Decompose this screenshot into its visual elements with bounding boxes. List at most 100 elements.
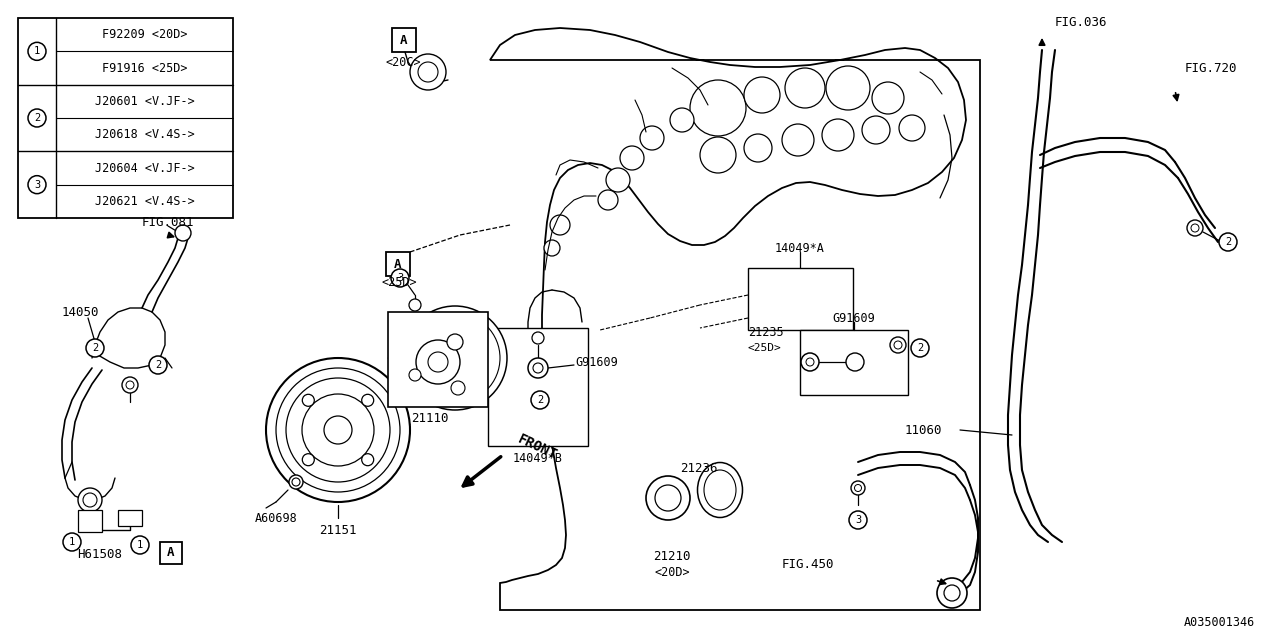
Circle shape	[605, 168, 630, 192]
Text: G91609: G91609	[575, 355, 618, 369]
Text: A: A	[401, 33, 408, 47]
Bar	[78, 510, 102, 532]
Circle shape	[640, 126, 664, 150]
Text: 14049*A: 14049*A	[776, 241, 824, 255]
Circle shape	[899, 115, 925, 141]
Circle shape	[646, 476, 690, 520]
Polygon shape	[490, 28, 980, 610]
Circle shape	[125, 381, 134, 389]
Text: F92209 <20D>: F92209 <20D>	[102, 28, 188, 41]
Circle shape	[28, 175, 46, 194]
Bar	[392, 28, 416, 52]
Bar	[118, 510, 142, 526]
Text: <25D>: <25D>	[748, 343, 782, 353]
Circle shape	[782, 124, 814, 156]
Circle shape	[276, 368, 399, 492]
Circle shape	[872, 82, 904, 114]
Text: 3: 3	[855, 515, 861, 525]
Circle shape	[390, 269, 410, 287]
Text: 3: 3	[33, 180, 40, 189]
Circle shape	[531, 391, 549, 409]
Circle shape	[690, 80, 746, 136]
Circle shape	[302, 394, 374, 466]
Text: J20621 <V.4S->: J20621 <V.4S->	[95, 195, 195, 208]
Circle shape	[744, 77, 780, 113]
Text: 2: 2	[155, 360, 161, 370]
Circle shape	[911, 339, 929, 357]
Circle shape	[851, 481, 865, 495]
Circle shape	[861, 116, 890, 144]
Circle shape	[801, 353, 819, 371]
Circle shape	[78, 488, 102, 512]
Circle shape	[893, 341, 902, 349]
Circle shape	[846, 353, 864, 371]
Circle shape	[700, 137, 736, 173]
Ellipse shape	[698, 463, 742, 518]
Circle shape	[655, 485, 681, 511]
Circle shape	[362, 454, 374, 466]
Circle shape	[63, 533, 81, 551]
Circle shape	[806, 358, 814, 366]
Text: <20C>: <20C>	[385, 56, 421, 68]
Text: 2: 2	[916, 343, 923, 353]
Circle shape	[122, 377, 138, 393]
Text: 14049*B: 14049*B	[513, 451, 563, 465]
Circle shape	[945, 585, 960, 601]
Circle shape	[529, 358, 548, 378]
Text: FIG.036: FIG.036	[1055, 15, 1107, 29]
Bar	[388, 312, 488, 407]
Circle shape	[544, 240, 561, 256]
Circle shape	[410, 54, 445, 90]
Circle shape	[1187, 220, 1203, 236]
Circle shape	[416, 340, 460, 384]
Bar	[18, 18, 233, 218]
Text: 1: 1	[137, 540, 143, 550]
Text: J20601 <V.JF->: J20601 <V.JF->	[95, 95, 195, 108]
Circle shape	[428, 352, 448, 372]
Circle shape	[822, 119, 854, 151]
Text: 21236: 21236	[680, 461, 718, 474]
Circle shape	[302, 454, 315, 466]
Text: A: A	[394, 257, 402, 271]
Text: 2: 2	[33, 113, 40, 123]
Circle shape	[289, 475, 303, 489]
Text: 11060: 11060	[905, 424, 942, 436]
Circle shape	[410, 369, 421, 381]
Text: 2: 2	[1225, 237, 1231, 247]
Circle shape	[532, 363, 543, 373]
Circle shape	[362, 394, 374, 406]
Text: <20D>: <20D>	[654, 566, 690, 579]
Circle shape	[598, 190, 618, 210]
Ellipse shape	[704, 470, 736, 510]
Text: FIG.450: FIG.450	[782, 559, 835, 572]
Circle shape	[324, 416, 352, 444]
Circle shape	[451, 381, 465, 395]
Circle shape	[410, 299, 421, 311]
Text: 2: 2	[92, 343, 99, 353]
Text: FIG.081: FIG.081	[142, 216, 195, 228]
Circle shape	[744, 134, 772, 162]
Circle shape	[403, 306, 507, 410]
Text: 1: 1	[69, 537, 76, 547]
Circle shape	[410, 313, 500, 403]
Text: 21210: 21210	[653, 550, 691, 563]
Text: G91609: G91609	[832, 312, 876, 324]
Text: J20604 <V.JF->: J20604 <V.JF->	[95, 161, 195, 175]
Text: F91916 <25D>: F91916 <25D>	[102, 61, 188, 74]
Circle shape	[890, 337, 906, 353]
Circle shape	[28, 42, 46, 60]
Circle shape	[302, 394, 315, 406]
Text: A60698: A60698	[255, 511, 297, 525]
Circle shape	[849, 511, 867, 529]
Circle shape	[175, 225, 191, 241]
Text: FRONT: FRONT	[515, 432, 559, 462]
Bar	[748, 268, 852, 330]
Text: 21151: 21151	[319, 524, 357, 536]
Circle shape	[266, 358, 410, 502]
Circle shape	[28, 109, 46, 127]
Text: 14050: 14050	[61, 305, 100, 319]
Circle shape	[855, 484, 861, 492]
Circle shape	[83, 493, 97, 507]
Text: A: A	[168, 547, 175, 559]
Text: FIG.720: FIG.720	[1185, 61, 1238, 74]
